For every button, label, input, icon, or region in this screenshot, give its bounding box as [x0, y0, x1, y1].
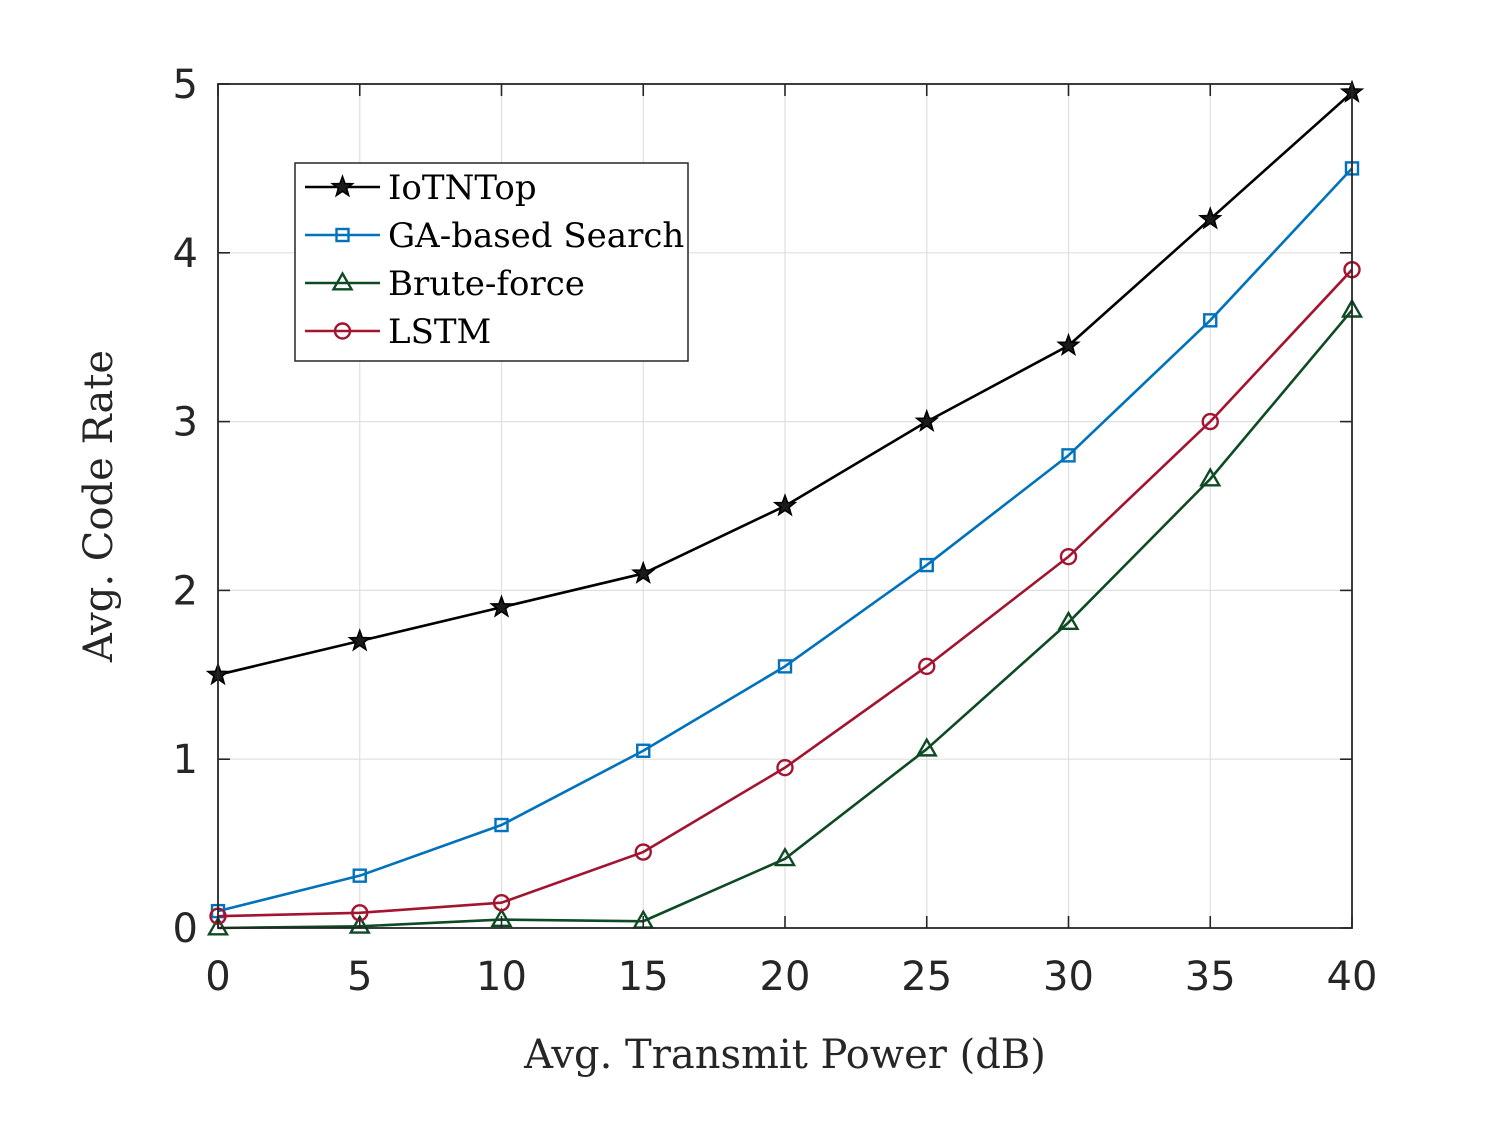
data-point-brute-force [915, 737, 938, 757]
x-tick-label: 25 [901, 954, 952, 1000]
data-point-iotntop [1056, 332, 1081, 357]
legend: IoTNTop GA-based Search Brute-force LSTM [294, 162, 689, 362]
y-axis-label: Avg. Code Rate [76, 350, 122, 663]
data-point-iotntop [772, 493, 798, 517]
data-point-brute-force [348, 914, 371, 934]
data-point-lstm [918, 657, 936, 676]
legend-item-iotntop: IoTNTop [305, 168, 537, 208]
data-point-ga-based-search [352, 868, 367, 883]
legend-item-brute-force: Brute-force [305, 264, 585, 304]
y-tick-label: 0 [173, 906, 198, 952]
y-tick-label: 1 [173, 737, 198, 783]
x-tick-label: 20 [760, 954, 811, 1000]
legend-swatch-marker [330, 174, 355, 198]
data-point-iotntop [347, 628, 372, 652]
legend-swatch-marker [335, 227, 350, 243]
data-point-iotntop [489, 594, 514, 618]
data-point-ga-based-search [1203, 313, 1218, 328]
data-point-ga-based-search [636, 743, 651, 758]
x-tick-label: 40 [1327, 954, 1378, 1000]
legend-label: LSTM [388, 312, 491, 352]
series-line-ga-based-search [217, 167, 1353, 913]
legend-label: GA-based Search [388, 216, 684, 256]
legend-entries: IoTNTop GA-based Search Brute-force LSTM [305, 168, 684, 352]
data-point-brute-force [1199, 467, 1222, 487]
y-tick-label: 4 [173, 231, 198, 277]
data-point-ga-based-search [919, 557, 934, 573]
x-tick-label: 30 [1043, 954, 1094, 1000]
data-point-ga-based-search [777, 659, 793, 674]
data-point-lstm [492, 893, 511, 912]
y-tick-label: 3 [173, 400, 198, 446]
data-point-lstm [1201, 412, 1219, 431]
x-axis-label: Avg. Transmit Power (dB) [523, 1032, 1046, 1078]
data-point-lstm [634, 843, 652, 861]
data-point-ga-based-search [1061, 448, 1076, 463]
x-tick-label: 35 [1185, 954, 1236, 1000]
data-point-iotntop [1198, 206, 1223, 230]
x-tick-label: 5 [347, 954, 372, 1000]
legend-item-ga-based-search: GA-based Search [305, 216, 684, 256]
data-point-ga-based-search [494, 817, 509, 833]
data-point-brute-force [206, 916, 230, 936]
x-tick-label: 0 [205, 954, 230, 1000]
legend-item-lstm: LSTM [305, 312, 491, 352]
data-point-iotntop [914, 408, 939, 432]
legend-label: Brute-force [388, 264, 585, 304]
tick-layer: 0 5 10 15 20 25 30 35 40 0 1 2 3 4 5 [173, 62, 1378, 1000]
data-point-lstm [776, 758, 794, 777]
data-point-brute-force [1057, 610, 1080, 630]
legend-swatch-marker [333, 322, 352, 340]
data-point-brute-force [773, 846, 797, 867]
data-point-lstm [1059, 547, 1078, 566]
y-tick-label: 2 [173, 568, 198, 614]
y-tick-label: 5 [173, 62, 198, 108]
x-tick-label: 15 [618, 954, 669, 1000]
x-tick-label: 10 [476, 954, 527, 1000]
data-point-iotntop [631, 560, 656, 584]
series-line-lstm [217, 268, 1353, 918]
series-line-brute-force [217, 309, 1353, 930]
legend-box [294, 162, 689, 362]
legend-label: IoTNTop [388, 168, 537, 208]
series-brute-force [206, 298, 1364, 936]
legend-swatch-marker [331, 271, 354, 291]
